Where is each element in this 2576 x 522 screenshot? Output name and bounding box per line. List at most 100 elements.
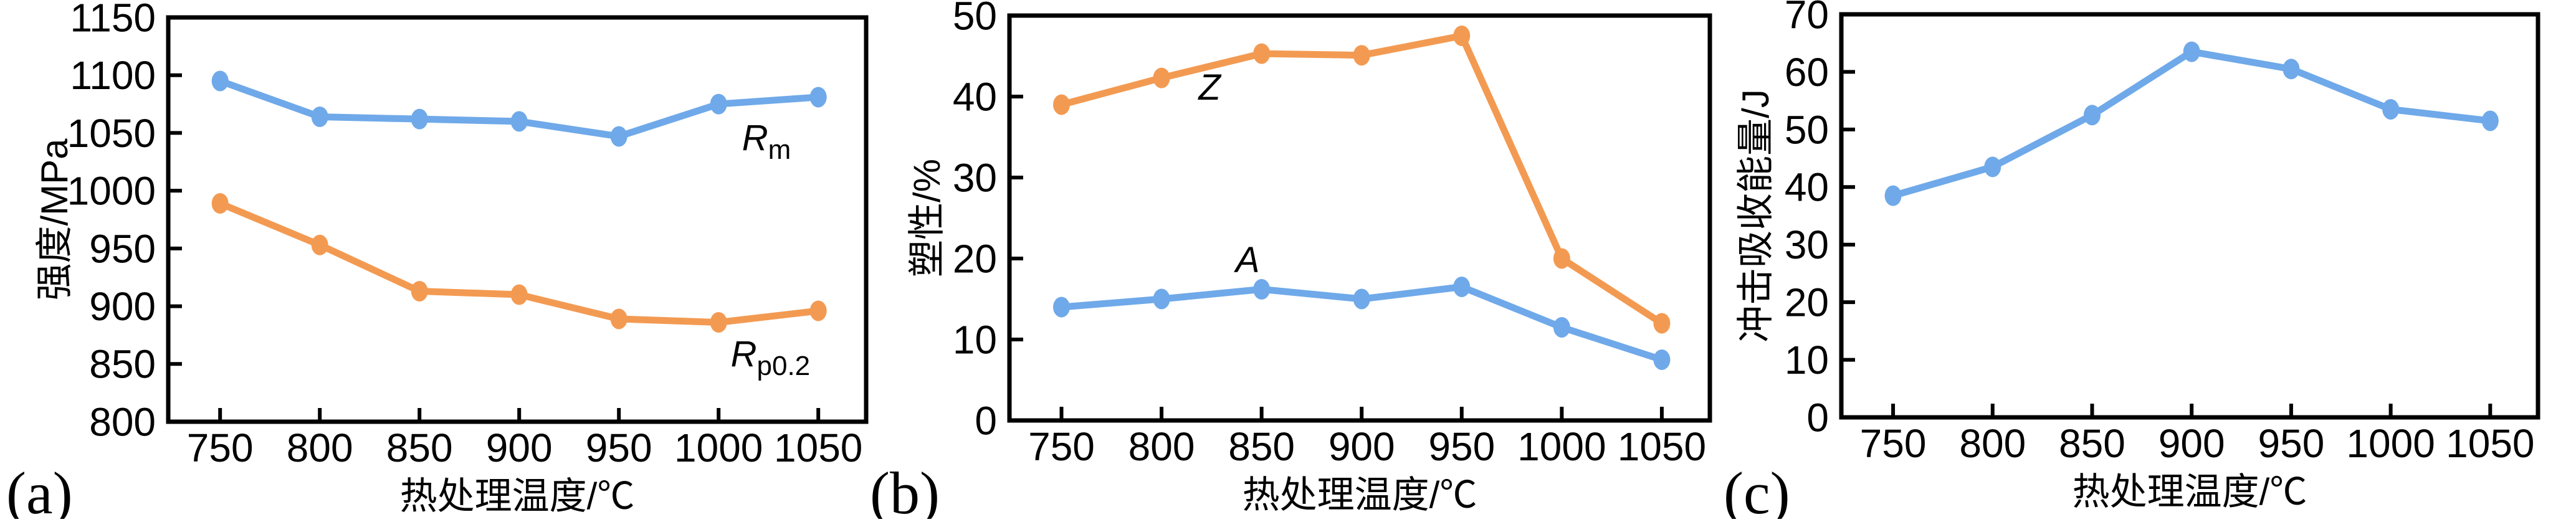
x-tick-label: 850 — [386, 425, 453, 470]
data-point-marker-A — [1153, 288, 1170, 310]
y-tick-label: 30 — [1785, 222, 1829, 267]
x-tick-label: 1050 — [2446, 421, 2534, 466]
y-tick-label: 1100 — [70, 53, 156, 98]
data-point-marker-Z — [1153, 67, 1170, 88]
data-point-marker-Rm — [809, 87, 827, 108]
y-axis-title: 冲击吸收能量/J — [1735, 89, 1777, 343]
data-point-marker-Rm — [311, 106, 328, 127]
y-tick-label: 30 — [953, 155, 997, 200]
x-tick-label: 900 — [486, 425, 553, 470]
curve-label-A: A — [1234, 240, 1260, 280]
data-point-marker-A — [1253, 278, 1271, 300]
x-tick-label: 1050 — [1618, 424, 1706, 469]
curve-label-Rm: Rm — [742, 118, 791, 165]
data-point-marker-Rp0.2 — [510, 284, 528, 305]
y-tick-label: 10 — [1785, 338, 1829, 382]
plot-border — [1007, 13, 1712, 423]
plot-border — [166, 15, 869, 424]
data-point-marker-impact-absorbed-energy — [2382, 99, 2400, 120]
data-point-marker-A — [1453, 277, 1471, 297]
y-tick-label: 1000 — [67, 169, 156, 214]
x-axis-title: 热处理温度/℃ — [400, 475, 635, 517]
y-tick-label: 20 — [1785, 280, 1829, 325]
x-tick-label: 750 — [1028, 424, 1095, 469]
x-tick-label: 1050 — [774, 425, 862, 470]
data-point-marker-Rp0.2 — [610, 308, 627, 330]
data-point-marker-Z — [1453, 26, 1471, 46]
panel-letter-b: (b) — [870, 460, 940, 519]
x-tick-label: 750 — [187, 425, 254, 470]
data-point-marker-Rp0.2 — [710, 312, 727, 333]
y-tick-label: 20 — [953, 236, 997, 281]
x-tick-label: 800 — [1959, 421, 2026, 466]
y-tick-label: 60 — [1785, 50, 1829, 95]
x-tick-label: 850 — [1228, 424, 1295, 469]
y-tick-label: 40 — [1785, 165, 1829, 210]
curve-label-Rp0.2: Rp0.2 — [731, 334, 811, 381]
data-point-marker-Z — [1653, 313, 1671, 334]
panel-letter-a: (a) — [6, 460, 73, 519]
data-point-marker-Rp0.2 — [411, 280, 428, 301]
data-point-marker-Rm — [411, 108, 428, 130]
data-point-marker-Rp0.2 — [311, 234, 328, 255]
y-axis-title: 强度/MPa — [34, 138, 75, 301]
curve-label-Z: Z — [1197, 67, 1222, 108]
chart-panel-b: Z A 750 800 850 900 950 1000 1050 0 10 20 30 40 50 热处理温… — [870, 0, 1712, 522]
data-point-marker-impact-absorbed-energy — [2283, 59, 2300, 80]
data-point-marker-Rm — [510, 111, 528, 132]
x-tick-label: 950 — [586, 425, 652, 470]
x-tick-label: 850 — [2059, 421, 2125, 466]
data-point-marker-Rp0.2 — [809, 300, 827, 321]
data-point-marker-impact-absorbed-energy — [1984, 156, 2001, 178]
x-tick-label: 1000 — [1517, 424, 1606, 469]
x-tick-label: 900 — [2159, 421, 2225, 466]
y-axis-title: 塑性/% — [906, 159, 948, 277]
y-tick-label: 50 — [1785, 107, 1829, 152]
data-point-marker-impact-absorbed-energy — [2481, 110, 2499, 131]
y-tick-label: 50 — [953, 0, 997, 38]
data-point-marker-impact-absorbed-energy — [1884, 185, 1902, 206]
y-tick-label: 0 — [975, 398, 997, 443]
x-tick-label: 750 — [1860, 421, 1927, 466]
data-point-marker-A — [1052, 297, 1070, 318]
y-tick-label: 1150 — [70, 0, 156, 40]
x-tick-label: 800 — [287, 425, 353, 470]
data-point-marker-Rm — [211, 70, 229, 92]
y-tick-label: 70 — [1785, 0, 1829, 37]
y-tick-label: 40 — [953, 74, 997, 119]
chart-panel-c: 750 800 850 900 950 1000 1050 0 10 20 30 40 50 60 70 热处… — [1724, 0, 2540, 522]
data-point-marker-Z — [1052, 94, 1070, 115]
x-axis-title: 热处理温度/℃ — [2073, 471, 2307, 513]
series-line-impact-absorbed-energy — [1889, 48, 2494, 199]
data-point-marker-Z — [1253, 43, 1271, 64]
data-point-marker-Rm — [710, 93, 727, 115]
data-point-marker-Rm — [610, 126, 627, 147]
y-tick-label: 950 — [89, 226, 156, 271]
series-line-Z — [1057, 32, 1666, 327]
data-point-marker-impact-absorbed-energy — [2183, 41, 2200, 62]
x-tick-label: 950 — [2258, 421, 2325, 466]
plot-border — [1839, 12, 2540, 420]
y-tick-label: 850 — [89, 342, 156, 387]
x-tick-label: 800 — [1128, 424, 1195, 469]
data-point-marker-impact-absorbed-energy — [2083, 105, 2101, 126]
data-point-marker-A — [1653, 349, 1671, 370]
y-tick-label: 0 — [1806, 395, 1829, 440]
data-point-marker-A — [1553, 317, 1570, 338]
data-point-marker-A — [1353, 288, 1370, 310]
data-point-marker-Rp0.2 — [211, 193, 229, 214]
y-tick-label: 1050 — [67, 111, 156, 156]
y-tick-label: 900 — [89, 284, 156, 329]
data-point-marker-Z — [1553, 248, 1570, 269]
y-tick-label: 10 — [953, 317, 997, 362]
data-point-marker-Z — [1353, 45, 1370, 66]
y-tick-label: 800 — [89, 399, 156, 444]
x-tick-label: 900 — [1329, 424, 1395, 469]
panel-letter-c: (c) — [1724, 460, 1790, 519]
x-tick-label: 1000 — [674, 425, 763, 470]
x-tick-label: 1000 — [2346, 421, 2435, 466]
x-axis-title: 热处理温度/℃ — [1243, 474, 1477, 516]
